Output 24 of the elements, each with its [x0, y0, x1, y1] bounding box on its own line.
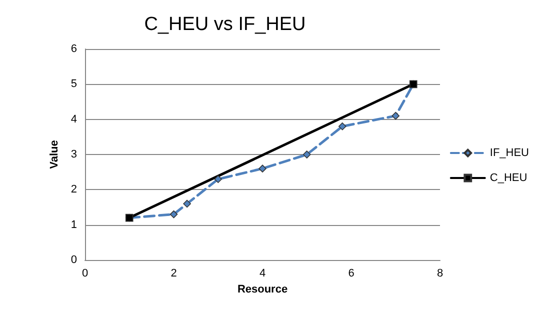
- legend-label: IF_HEU: [490, 147, 530, 159]
- point: [258, 164, 266, 172]
- point: [183, 200, 191, 208]
- y-tick-label: 1: [70, 218, 77, 231]
- y-tick-label: 0: [70, 254, 77, 266]
- y-tick-label: 6: [70, 43, 77, 55]
- point: [338, 122, 346, 130]
- y-tick-label: 4: [70, 113, 77, 126]
- x-tick-label: 6: [348, 268, 354, 280]
- x-tick-label: 0: [82, 268, 88, 280]
- point: [392, 112, 400, 120]
- x-tick-label: 4: [259, 268, 266, 280]
- y-axis-title: Value: [48, 140, 60, 169]
- point: [170, 210, 178, 218]
- x-tick-label: 8: [436, 268, 444, 280]
- x-axis-title: Resource: [237, 283, 288, 296]
- y-tick-label: 5: [70, 78, 77, 90]
- x-tick-label: 2: [170, 268, 177, 280]
- legend-label: C_HEU: [490, 172, 528, 184]
- chart-title: C_HEU vs IF_HEU: [144, 14, 306, 35]
- point: [214, 175, 222, 184]
- y-tick-label: 2: [70, 184, 77, 196]
- point: [302, 150, 311, 158]
- y-tick-label: 3: [70, 148, 77, 160]
